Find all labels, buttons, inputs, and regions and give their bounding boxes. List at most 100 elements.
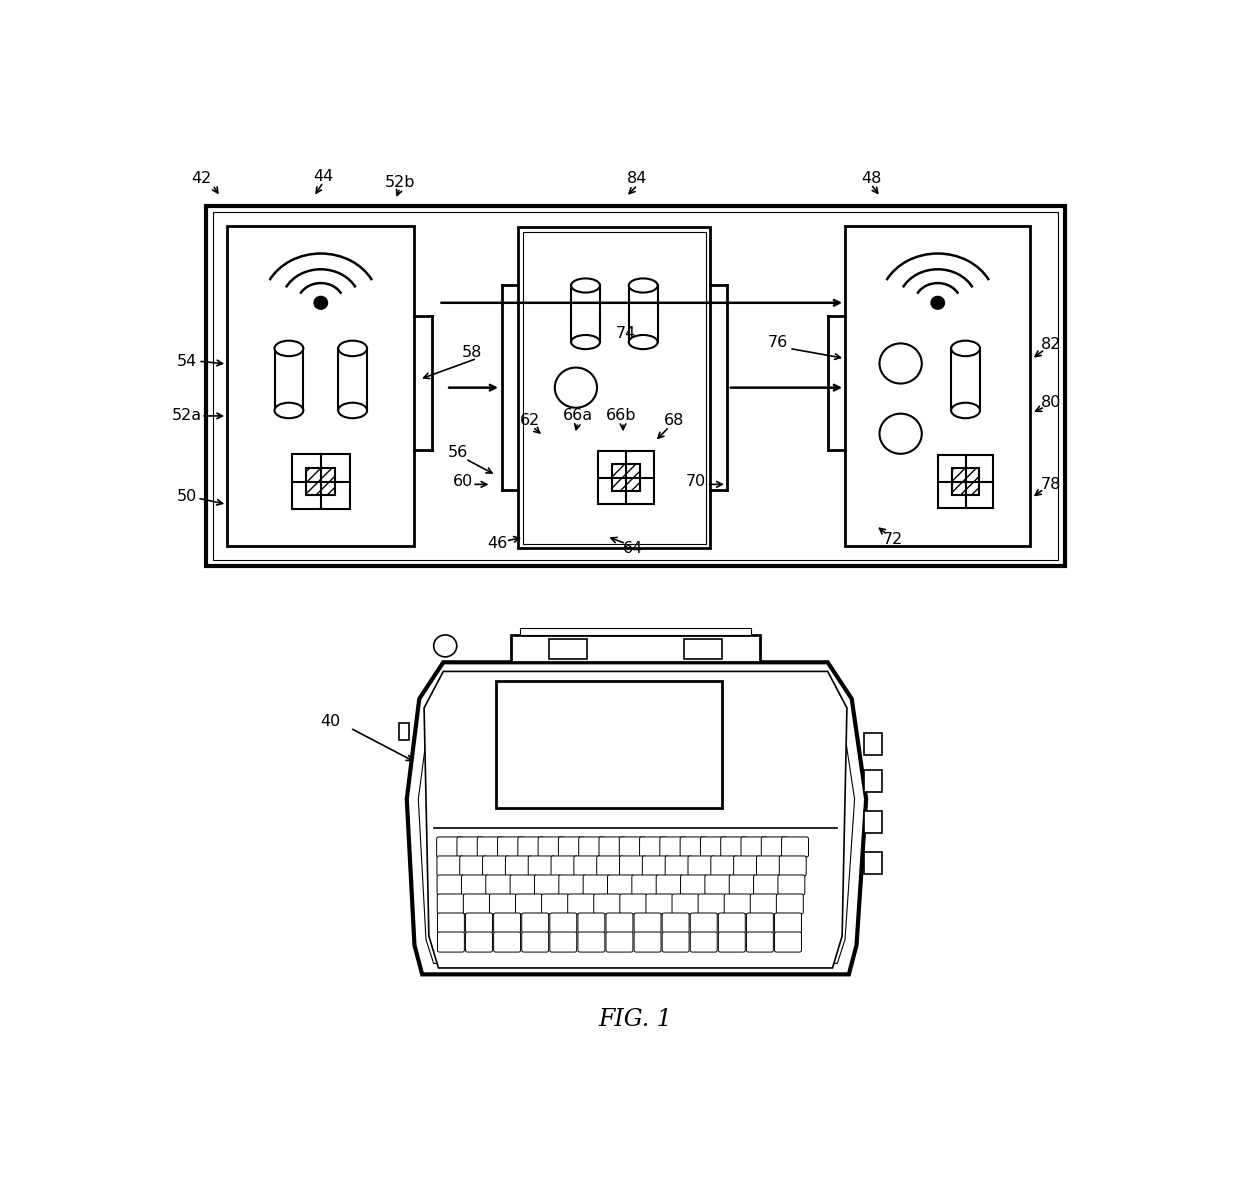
Text: 56: 56	[448, 444, 467, 460]
FancyBboxPatch shape	[620, 893, 647, 914]
Text: 44: 44	[312, 169, 334, 185]
Text: 66b: 66b	[606, 409, 636, 423]
Text: 68: 68	[663, 414, 684, 428]
Bar	[951, 348, 980, 410]
FancyBboxPatch shape	[538, 837, 565, 857]
FancyBboxPatch shape	[646, 893, 673, 914]
FancyBboxPatch shape	[698, 893, 725, 914]
Bar	[399, 723, 409, 739]
Ellipse shape	[951, 403, 980, 418]
Bar	[274, 348, 304, 410]
FancyBboxPatch shape	[680, 837, 707, 857]
FancyBboxPatch shape	[436, 875, 464, 895]
Bar	[572, 286, 600, 342]
FancyBboxPatch shape	[465, 931, 492, 952]
Text: 64: 64	[622, 540, 642, 556]
FancyBboxPatch shape	[779, 856, 806, 876]
FancyBboxPatch shape	[606, 912, 632, 933]
FancyBboxPatch shape	[579, 837, 605, 857]
Bar	[521, 628, 751, 635]
Text: 52b: 52b	[384, 175, 415, 190]
FancyBboxPatch shape	[438, 912, 464, 933]
FancyBboxPatch shape	[551, 856, 578, 876]
FancyBboxPatch shape	[486, 875, 512, 895]
FancyBboxPatch shape	[559, 875, 585, 895]
FancyBboxPatch shape	[522, 931, 548, 952]
Polygon shape	[407, 662, 866, 974]
Ellipse shape	[339, 340, 367, 357]
Text: 58: 58	[463, 345, 482, 359]
Text: 48: 48	[861, 171, 882, 186]
FancyBboxPatch shape	[775, 931, 801, 952]
Bar	[339, 348, 367, 410]
FancyBboxPatch shape	[608, 875, 635, 895]
Bar	[629, 286, 657, 342]
FancyBboxPatch shape	[494, 931, 521, 952]
Text: 60: 60	[453, 474, 472, 489]
Text: FIG. 1: FIG. 1	[599, 1008, 672, 1031]
FancyBboxPatch shape	[688, 856, 715, 876]
FancyBboxPatch shape	[465, 912, 492, 933]
FancyBboxPatch shape	[640, 837, 666, 857]
Circle shape	[879, 414, 921, 454]
Ellipse shape	[274, 403, 304, 418]
Bar	[613, 465, 640, 491]
Circle shape	[434, 635, 456, 656]
Ellipse shape	[572, 335, 600, 350]
Ellipse shape	[572, 278, 600, 293]
Ellipse shape	[629, 335, 657, 350]
Bar	[864, 734, 882, 755]
FancyBboxPatch shape	[464, 893, 490, 914]
Circle shape	[554, 367, 598, 408]
Bar	[864, 770, 882, 792]
FancyBboxPatch shape	[583, 875, 610, 895]
Text: 72: 72	[883, 532, 903, 546]
Text: 42: 42	[191, 171, 211, 186]
FancyBboxPatch shape	[458, 837, 484, 857]
Bar	[306, 468, 335, 495]
FancyBboxPatch shape	[632, 875, 658, 895]
FancyBboxPatch shape	[777, 875, 805, 895]
FancyBboxPatch shape	[662, 912, 689, 933]
Text: 82: 82	[1040, 338, 1061, 352]
Bar	[844, 226, 1030, 545]
FancyBboxPatch shape	[558, 837, 585, 857]
Bar	[213, 212, 1058, 561]
Text: 84: 84	[627, 171, 647, 186]
Ellipse shape	[274, 340, 304, 357]
FancyBboxPatch shape	[754, 875, 780, 895]
Text: 70: 70	[686, 474, 706, 489]
Circle shape	[931, 296, 945, 309]
Text: 76: 76	[768, 335, 787, 351]
FancyBboxPatch shape	[620, 856, 646, 876]
Text: 74: 74	[616, 326, 636, 341]
FancyBboxPatch shape	[761, 837, 789, 857]
FancyBboxPatch shape	[718, 931, 745, 952]
FancyBboxPatch shape	[578, 931, 605, 952]
FancyBboxPatch shape	[775, 912, 801, 933]
Bar	[518, 228, 711, 549]
FancyBboxPatch shape	[734, 856, 760, 876]
FancyBboxPatch shape	[461, 875, 489, 895]
FancyBboxPatch shape	[599, 837, 626, 857]
FancyBboxPatch shape	[528, 856, 556, 876]
Bar	[291, 454, 350, 510]
FancyBboxPatch shape	[704, 875, 732, 895]
FancyBboxPatch shape	[494, 912, 521, 933]
FancyBboxPatch shape	[720, 837, 748, 857]
FancyBboxPatch shape	[681, 875, 708, 895]
FancyBboxPatch shape	[746, 931, 774, 952]
FancyBboxPatch shape	[634, 931, 661, 952]
Text: 80: 80	[1040, 395, 1061, 410]
FancyBboxPatch shape	[642, 856, 670, 876]
FancyBboxPatch shape	[549, 931, 577, 952]
FancyBboxPatch shape	[665, 856, 692, 876]
Bar	[523, 231, 706, 544]
FancyBboxPatch shape	[534, 875, 562, 895]
Bar	[227, 226, 414, 545]
FancyBboxPatch shape	[691, 931, 717, 952]
FancyBboxPatch shape	[596, 856, 624, 876]
FancyBboxPatch shape	[662, 931, 689, 952]
FancyBboxPatch shape	[781, 837, 808, 857]
Bar	[683, 639, 722, 659]
